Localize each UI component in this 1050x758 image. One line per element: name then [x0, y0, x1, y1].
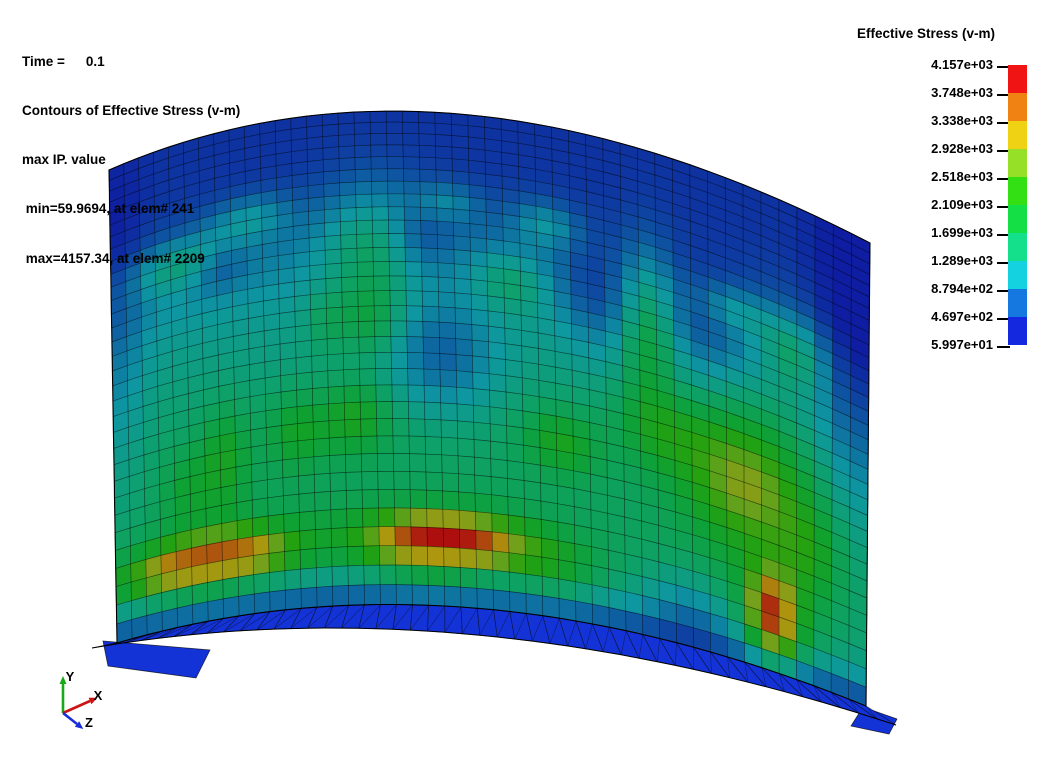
- colorbar-segment: [1008, 233, 1027, 261]
- legend-tick-mark: [997, 346, 1010, 348]
- colorbar-segment: [1008, 289, 1027, 317]
- colorbar-segment: [1008, 121, 1027, 149]
- legend-tick-label: 3.748e+03: [850, 84, 1010, 102]
- legend-tick-mark: [997, 234, 1010, 236]
- legend-value: 1.289e+03: [931, 253, 993, 268]
- legend-value: 2.518e+03: [931, 169, 993, 184]
- legend-tick-label: 4.157e+03: [850, 56, 1010, 74]
- axis-triad: Y X Z: [59, 669, 103, 730]
- legend-tick-mark: [997, 94, 1010, 96]
- legend-tick-mark: [997, 150, 1010, 152]
- legend-tick-label: 2.518e+03: [850, 168, 1010, 186]
- legend-value: 8.794e+02: [931, 281, 993, 296]
- legend-tick-label: 2.928e+03: [850, 140, 1010, 158]
- time-readout: Time = 0.1: [22, 54, 240, 70]
- analysis-info: Time = 0.1 Contours of Effective Stress (…: [22, 21, 240, 300]
- colorbar-segment: [1008, 261, 1027, 289]
- legend-tick-mark: [997, 206, 1010, 208]
- legend-value: 4.157e+03: [931, 57, 993, 72]
- legend-tick-mark: [997, 262, 1010, 264]
- panel-outline: [108, 110, 871, 707]
- legend-tick-label: 2.109e+03: [850, 196, 1010, 214]
- legend-value: 3.748e+03: [931, 85, 993, 100]
- time-value: 0.1: [85, 53, 105, 69]
- legend-title: Effective Stress (v-m): [856, 26, 996, 41]
- colorbar-segment: [1008, 149, 1027, 177]
- legend-value: 4.697e+02: [931, 309, 993, 324]
- legend-tick-mark: [997, 178, 1010, 180]
- legend-tick-mark: [997, 290, 1010, 292]
- max-readout: max=4157.34, at elem# 2209: [22, 250, 205, 266]
- legend-tick-mark: [997, 66, 1010, 68]
- legend-colorbar: [1008, 65, 1027, 345]
- legend-tick-label: 8.794e+02: [850, 280, 1010, 298]
- colorbar-segment: [1008, 205, 1027, 233]
- legend-value: 3.338e+03: [931, 113, 993, 128]
- stress-contour-mesh: [108, 110, 871, 707]
- legend-value: 5.997e+01: [931, 337, 993, 352]
- y-axis-label: Y: [66, 669, 75, 684]
- legend-value: 2.928e+03: [931, 141, 993, 156]
- z-axis-label: Z: [85, 715, 93, 730]
- legend-tick-label: 5.997e+01: [850, 336, 1010, 354]
- legend-tick-mark: [997, 122, 1010, 124]
- colorbar-segment: [1008, 177, 1027, 205]
- legend-value: 2.109e+03: [931, 197, 993, 212]
- legend-tick-label: 1.699e+03: [850, 224, 1010, 242]
- legend-tick-mark: [997, 318, 1010, 320]
- colorbar-segment: [1008, 93, 1027, 121]
- min-readout: min=59.9694, at elem# 241: [22, 201, 195, 217]
- colorbar-segment: [1008, 317, 1027, 345]
- contour-title: Contours of Effective Stress (v-m): [22, 103, 241, 119]
- legend-value: 1.699e+03: [931, 225, 993, 240]
- legend-tick-label: 1.289e+03: [850, 252, 1010, 270]
- value-mode: max IP. value: [22, 152, 106, 168]
- x-axis-label: X: [94, 688, 103, 703]
- legend-tick-label: 4.697e+02: [850, 308, 1010, 326]
- colorbar-segment: [1008, 65, 1027, 93]
- legend-tick-label: 3.338e+03: [850, 112, 1010, 130]
- time-label: Time =: [22, 53, 65, 69]
- stress-legend: Effective Stress (v-m) 4.157e+03 3.748e+0…: [820, 0, 1050, 420]
